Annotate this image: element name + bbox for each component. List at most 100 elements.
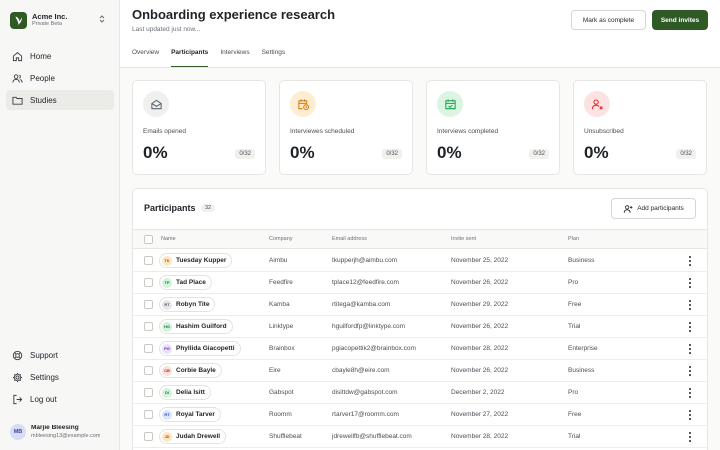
sidebar-item-support[interactable]: Support bbox=[6, 345, 114, 365]
sidebar-item-people[interactable]: People bbox=[6, 68, 114, 88]
table-row[interactable]: TK Tuesday Kupper Aimbu tkupperjh@aimbu.com… bbox=[133, 250, 707, 272]
row-checkbox[interactable] bbox=[144, 388, 153, 397]
page-title: Onboarding experience research bbox=[132, 7, 336, 22]
stat-card-emails-opened: Emails opened 0% 0/32 bbox=[132, 80, 266, 175]
tab-interviews[interactable]: Interviews bbox=[220, 49, 250, 56]
stat-label: Emails opened bbox=[143, 128, 186, 135]
participant-name: Delia Isitt bbox=[176, 389, 205, 396]
more-vertical-icon[interactable] bbox=[687, 366, 693, 376]
participant-plan: Pro bbox=[568, 389, 579, 396]
sidebar-item-settings[interactable]: Settings bbox=[6, 367, 114, 387]
row-checkbox[interactable] bbox=[144, 410, 153, 419]
participant-invite-sent: December 2, 2022 bbox=[451, 389, 505, 396]
add-participants-button[interactable]: Add participants bbox=[611, 198, 696, 219]
more-vertical-icon[interactable] bbox=[687, 388, 693, 398]
participant-invite-sent: November 26, 2022 bbox=[451, 323, 509, 330]
row-checkbox[interactable] bbox=[144, 432, 153, 441]
participant-name-pill[interactable]: RT Royal Tarver bbox=[159, 407, 221, 422]
participants-table-card: Participants 32 Add participants Name Co… bbox=[132, 188, 708, 450]
row-checkbox[interactable] bbox=[144, 344, 153, 353]
participant-email: pgiacopettik2@brainbox.com bbox=[332, 345, 416, 352]
table-row[interactable]: HG Hashim Guilford Linktype hguilfordfp@lin… bbox=[133, 316, 707, 338]
sidebar-item-home[interactable]: Home bbox=[6, 46, 114, 66]
participant-name-pill[interactable]: DI Delia Isitt bbox=[159, 385, 211, 400]
org-switcher[interactable]: Acme Inc. Private Beta bbox=[10, 9, 110, 31]
participant-email: rtitega@kamba.com bbox=[332, 301, 391, 308]
mark-complete-button[interactable]: Mark as complete bbox=[571, 10, 646, 30]
more-vertical-icon[interactable] bbox=[687, 278, 693, 288]
logout-icon bbox=[13, 394, 23, 404]
sidebar-item-studies[interactable]: Studies bbox=[6, 90, 114, 110]
send-invites-button[interactable]: Send invites bbox=[652, 10, 708, 30]
participant-invite-sent: November 25, 2022 bbox=[451, 257, 509, 264]
row-checkbox[interactable] bbox=[144, 300, 153, 309]
participant-name-pill[interactable]: HG Hashim Guilford bbox=[159, 319, 233, 334]
more-vertical-icon[interactable] bbox=[687, 256, 693, 266]
more-vertical-icon[interactable] bbox=[687, 344, 693, 354]
sidebar-item-label: Support bbox=[30, 350, 59, 360]
sidebar: Acme Inc. Private Beta Home People Studi… bbox=[0, 0, 120, 450]
participant-company: Eire bbox=[269, 367, 281, 374]
participant-name: Robyn Tite bbox=[176, 301, 210, 308]
row-checkbox[interactable] bbox=[144, 278, 153, 287]
table-row[interactable]: RT Robyn Tite Kamba rtitega@kamba.com Novemb… bbox=[133, 294, 707, 316]
row-checkbox[interactable] bbox=[144, 256, 153, 265]
participant-company: Gabspot bbox=[269, 389, 294, 396]
table-row[interactable]: CB Corbie Bayle Eire cbayle8h@eire.com Novem… bbox=[133, 360, 707, 382]
more-vertical-icon[interactable] bbox=[687, 322, 693, 332]
user-profile[interactable]: MB Marjie Bleesing mbleesing13@example.c… bbox=[10, 422, 114, 442]
participant-plan: Enterprise bbox=[568, 345, 598, 352]
table-row[interactable]: JD Judah Drewell Shufflebeat jdrewellfb@shu… bbox=[133, 426, 707, 448]
stat-value: 0% bbox=[290, 143, 315, 162]
tab-overview[interactable]: Overview bbox=[132, 49, 160, 56]
row-checkbox[interactable] bbox=[144, 322, 153, 331]
stat-badge: 0/32 bbox=[529, 149, 549, 159]
participant-company: Roomm bbox=[269, 411, 292, 418]
participant-name-pill[interactable]: PG Phyllida Giacopetti bbox=[159, 341, 241, 356]
column-header-plan[interactable]: Plan bbox=[568, 236, 580, 242]
participant-invite-sent: November 28, 2022 bbox=[451, 345, 509, 352]
table-row[interactable]: DI Delia Isitt Gabspot disittdw@gabspot.com… bbox=[133, 382, 707, 404]
participant-avatar: DI bbox=[162, 387, 172, 398]
participant-name-pill[interactable]: CB Corbie Bayle bbox=[159, 363, 222, 378]
calendar-check-icon bbox=[444, 98, 456, 109]
participant-name-pill[interactable]: RT Robyn Tite bbox=[159, 297, 216, 312]
user-name: Marjie Bleesing bbox=[31, 425, 79, 431]
participant-plan: Pro bbox=[568, 279, 579, 286]
org-logo bbox=[10, 11, 27, 29]
table-row[interactable]: TP Tad Place Feedfire tplace12@feedfire.com… bbox=[133, 272, 707, 294]
select-all-checkbox[interactable] bbox=[144, 235, 153, 244]
row-checkbox[interactable] bbox=[144, 366, 153, 375]
column-header-name[interactable]: Name bbox=[161, 236, 176, 242]
stat-card-interviews-scheduled: Interviewes scheduled 0% 0/32 bbox=[279, 80, 413, 175]
participant-name-pill[interactable]: TP Tad Place bbox=[159, 275, 212, 290]
participant-name-pill[interactable]: JD Judah Drewell bbox=[159, 429, 227, 444]
user-email: mbleesing13@example.com bbox=[31, 432, 101, 439]
tab-settings[interactable]: Settings bbox=[261, 49, 286, 56]
user-x-icon bbox=[591, 99, 603, 110]
participant-name: Tuesday Kupper bbox=[176, 257, 227, 264]
participant-invite-sent: November 29, 2022 bbox=[451, 301, 509, 308]
stat-card-interviews-completed: Interviews completed 0% 0/32 bbox=[426, 80, 560, 175]
more-vertical-icon[interactable] bbox=[687, 410, 693, 420]
participant-name-pill[interactable]: TK Tuesday Kupper bbox=[159, 253, 233, 268]
participant-invite-sent: November 26, 2022 bbox=[451, 279, 509, 286]
more-vertical-icon[interactable] bbox=[687, 300, 693, 310]
sidebar-item-logout[interactable]: Log out bbox=[6, 389, 114, 409]
participant-email: disittdw@gabspot.com bbox=[332, 389, 398, 396]
stat-icon-wrap bbox=[290, 91, 316, 117]
participants-count-badge: 32 bbox=[201, 204, 216, 212]
column-header-email[interactable]: Email address bbox=[332, 236, 367, 242]
stat-badge: 0/32 bbox=[676, 149, 696, 159]
tab-participants[interactable]: Participants bbox=[171, 47, 209, 67]
people-icon bbox=[12, 73, 23, 83]
gear-icon bbox=[12, 372, 23, 382]
table-row[interactable]: RT Royal Tarver Roomm rtarver17@roomm.com No… bbox=[133, 404, 707, 426]
table-row[interactable]: PG Phyllida Giacopetti Brainbox pgiacopetti… bbox=[133, 338, 707, 360]
column-header-company[interactable]: Company bbox=[269, 236, 293, 242]
home-icon bbox=[12, 51, 23, 61]
column-header-invite-sent[interactable]: Invite sent bbox=[451, 236, 477, 242]
participant-avatar: PG bbox=[162, 343, 172, 354]
stat-label: Interviewes scheduled bbox=[290, 128, 355, 135]
more-vertical-icon[interactable] bbox=[687, 432, 693, 442]
